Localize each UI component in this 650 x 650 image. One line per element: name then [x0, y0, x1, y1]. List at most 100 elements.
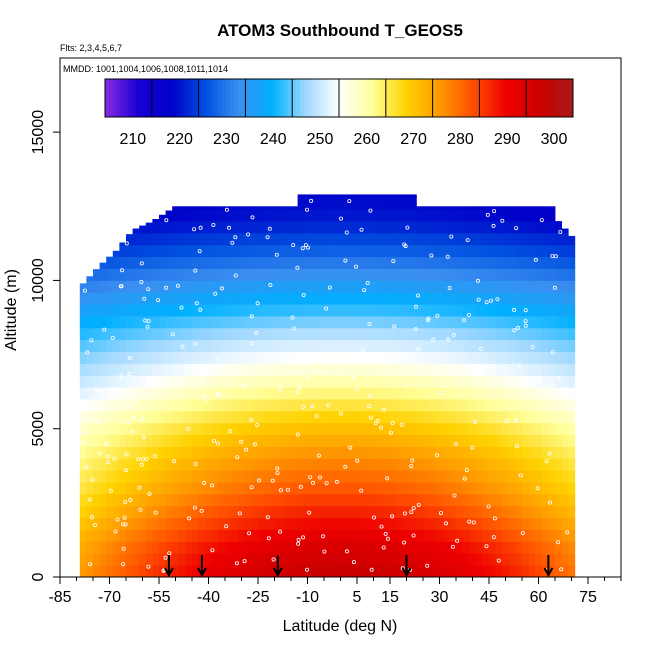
heatmap-cell — [205, 399, 213, 412]
heatmap-cell — [541, 387, 549, 400]
track-point — [199, 380, 204, 385]
heatmap-cell — [264, 399, 272, 412]
heatmap-cell — [244, 339, 252, 352]
heatmap-cell — [535, 517, 543, 530]
heatmap-cell — [489, 209, 496, 222]
heatmap-cell — [343, 541, 351, 554]
heatmap-cell — [403, 194, 411, 198]
heatmap-cell — [515, 387, 523, 400]
heatmap-cell — [396, 470, 404, 483]
heatmap-cell — [396, 517, 404, 530]
heatmap-cell — [350, 292, 358, 305]
heatmap-cell — [244, 256, 252, 269]
heatmap-cell — [99, 458, 107, 471]
profile-arrow — [272, 555, 283, 578]
heatmap-cell — [396, 327, 404, 341]
track-point — [516, 325, 521, 330]
heatmap-cell — [383, 197, 391, 210]
track-point — [359, 488, 364, 493]
heatmap-cell — [145, 482, 153, 495]
heatmap-cell — [231, 327, 239, 341]
heatmap-cell — [561, 292, 569, 305]
heatmap-cell — [198, 387, 206, 400]
heatmap-cell — [383, 256, 391, 269]
track-point — [295, 389, 300, 394]
heatmap-cell — [119, 422, 127, 436]
heatmap-cell — [145, 222, 153, 234]
track-point — [141, 435, 146, 440]
heatmap-cell — [330, 529, 338, 542]
track-point — [452, 493, 457, 498]
heatmap-cell — [390, 410, 397, 424]
heatmap-cell — [350, 375, 358, 388]
heatmap-cell — [370, 375, 378, 388]
heatmap-cell — [205, 529, 213, 542]
heatmap-cell — [251, 256, 259, 269]
heatmap-cell — [343, 446, 351, 459]
heatmap-cell — [403, 482, 411, 495]
heatmap-cell — [403, 327, 411, 341]
heatmap-cell — [317, 529, 325, 542]
track-point — [202, 480, 207, 485]
heatmap-cell — [244, 387, 252, 400]
heatmap-cell — [145, 244, 153, 258]
heatmap-cell — [462, 482, 470, 495]
heatmap-cell — [528, 209, 536, 222]
heatmap-cell — [258, 256, 265, 269]
heatmap-cell — [522, 268, 529, 281]
heatmap-cell — [482, 256, 490, 269]
heatmap-cell — [337, 327, 345, 341]
heatmap-cell — [390, 399, 397, 412]
heatmap-cell — [264, 206, 272, 210]
heatmap-cell — [126, 387, 133, 400]
heatmap-cell — [429, 221, 437, 234]
heatmap-cell — [218, 553, 226, 566]
heatmap-cell — [99, 529, 107, 542]
heatmap-cell — [79, 327, 87, 341]
heatmap-cell — [528, 517, 536, 530]
heatmap-cell — [238, 410, 246, 424]
heatmap-cell — [449, 434, 457, 447]
heatmap-cell — [264, 434, 272, 447]
heatmap-cell — [297, 529, 305, 542]
heatmap-cell — [442, 399, 450, 412]
heatmap-cell — [423, 505, 430, 519]
colorbar-segment — [362, 79, 367, 117]
heatmap-cell — [383, 399, 391, 412]
heatmap-cell — [396, 375, 404, 388]
colorbar-segment — [327, 79, 332, 117]
heatmap-cell — [310, 268, 318, 281]
heatmap-cell — [337, 268, 345, 281]
heatmap-cell — [423, 387, 430, 400]
heatmap-cell — [119, 470, 127, 483]
heatmap-cell — [172, 529, 180, 542]
heatmap-cell — [409, 493, 417, 507]
heatmap-cell — [165, 399, 173, 412]
colorbar-segment — [144, 79, 149, 117]
heatmap-cell — [205, 375, 213, 388]
heatmap-cell — [541, 529, 549, 542]
heatmap-cell — [251, 434, 259, 447]
track-point — [447, 285, 452, 290]
heatmap-cell — [535, 221, 543, 234]
heatmap-cell — [297, 268, 305, 281]
colorbar-segment — [159, 79, 164, 117]
heatmap-cell — [244, 410, 252, 424]
heatmap-cell — [192, 363, 199, 376]
heatmap-cell — [522, 434, 529, 447]
heatmap-cell — [568, 244, 576, 258]
heatmap-cell — [502, 256, 510, 269]
heatmap-cell — [528, 304, 536, 317]
heatmap-cell — [324, 304, 331, 317]
heatmap-cell — [383, 268, 391, 281]
heatmap-cell — [469, 422, 477, 436]
heatmap-cell — [192, 422, 199, 436]
heatmap-cell — [218, 470, 226, 483]
heatmap-cell — [409, 529, 417, 542]
heatmap-cell — [337, 387, 345, 400]
heatmap-cell — [178, 493, 186, 507]
heatmap-cell — [238, 232, 246, 246]
heatmap-cell — [139, 232, 147, 246]
heatmap-cell — [475, 493, 483, 507]
heatmap-cell — [528, 327, 536, 341]
